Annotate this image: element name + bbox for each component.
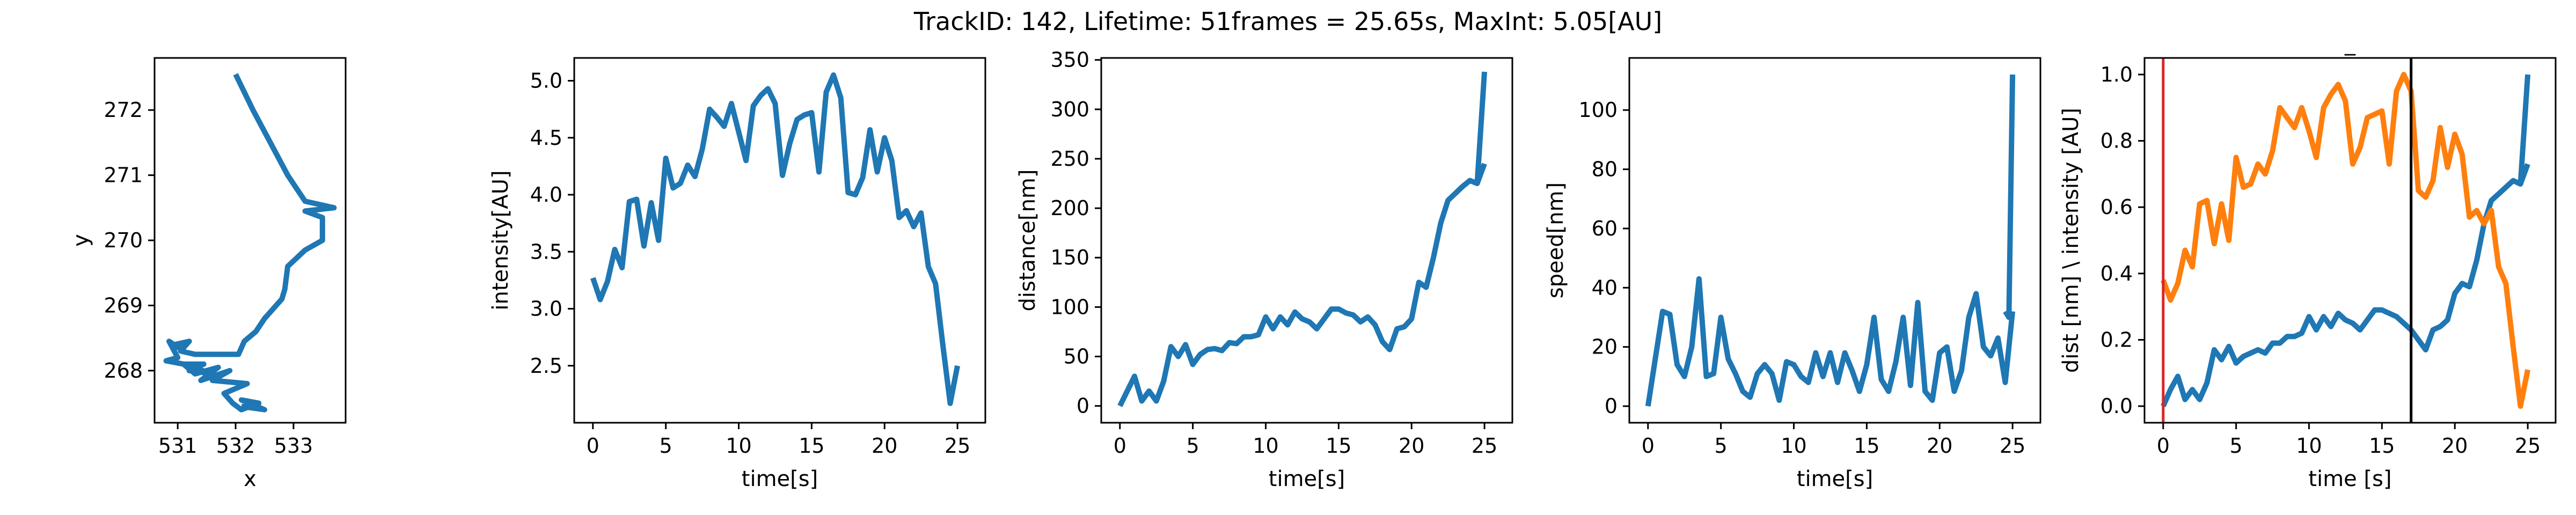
distance-ytick-label: 0 xyxy=(1077,394,1089,418)
normalized-series-line-2 xyxy=(2161,71,2531,409)
normalized-xtick-label: 15 xyxy=(2369,434,2395,458)
trajectory-xtick-label: 532 xyxy=(216,434,255,458)
trajectory-xtick-label: 533 xyxy=(274,434,313,458)
intensity-xtick-label: 10 xyxy=(726,434,751,458)
distance-xtick-label: 10 xyxy=(1253,434,1278,458)
normalized-xtick-label: 10 xyxy=(2296,434,2322,458)
distance-axes-frame xyxy=(1100,57,1513,424)
intensity-xtick-label: 5 xyxy=(660,434,672,458)
chart-speed: 0 5 10 15 20 25 0 20 40 60 80 100 time[s] speed[nm] xyxy=(1543,57,2041,491)
normalized-ytick-label: 0.0 xyxy=(2101,394,2133,418)
trajectory-ytick-label: 271 xyxy=(104,164,143,187)
intensity-xtick-label: 25 xyxy=(945,434,970,458)
speed-ylabel: speed[nm] xyxy=(1543,182,1568,298)
chart-trajectory: 531 532 533 268 269 270 271 272 x y xyxy=(69,57,347,491)
speed-ytick-label: 60 xyxy=(1592,217,1618,240)
distance-ytick-label: 100 xyxy=(1050,295,1089,319)
speed-xtick-label: 10 xyxy=(1781,434,1806,458)
trajectory-xlabel: x xyxy=(244,467,257,491)
distance-series-line-1 xyxy=(1474,71,1488,184)
speed-axes-frame xyxy=(1628,57,2041,424)
charts-container: 531 532 533 268 269 270 271 272 x y 0 5 10 15 20 25 2.5 3… xyxy=(69,31,2557,491)
normalized-xtick-label: 5 xyxy=(2230,434,2243,458)
intensity-axes-frame xyxy=(573,57,986,424)
speed-ytick-label: 80 xyxy=(1592,158,1618,181)
distance-ytick-label: 250 xyxy=(1050,147,1089,171)
intensity-ytick-label: 4.0 xyxy=(530,183,562,207)
intensity-ytick-label: 3.0 xyxy=(530,297,562,321)
intensity-ylabel: intensity[AU] xyxy=(488,170,513,310)
intensity-ytick-label: 3.5 xyxy=(530,240,562,263)
speed-xtick-label: 0 xyxy=(1642,434,1655,458)
speed-xtick-label: 20 xyxy=(1927,434,1952,458)
trajectory-ytick-label: 270 xyxy=(104,229,143,252)
normalized-ytick-label: 0.6 xyxy=(2101,195,2133,219)
intensity-xtick-label: 15 xyxy=(799,434,824,458)
normalized-xtick-label: 0 xyxy=(2157,434,2170,458)
distance-xtick-label: 5 xyxy=(1187,434,1199,458)
distance-xtick-label: 0 xyxy=(1114,434,1126,458)
distance-ylabel: distance[nm] xyxy=(1015,169,1040,311)
distance-ytick-label: 150 xyxy=(1050,246,1089,269)
normalized-title: _ xyxy=(2344,31,2356,56)
intensity-series-line-0 xyxy=(590,72,961,406)
speed-xtick-label: 25 xyxy=(2000,434,2025,458)
intensity-ytick-label: 4.5 xyxy=(530,126,562,150)
distance-ytick-label: 50 xyxy=(1064,345,1089,369)
distance-xlabel: time[s] xyxy=(1269,467,1345,491)
normalized-xtick-label: 20 xyxy=(2442,434,2468,458)
chart-intensity: 0 5 10 15 20 25 2.5 3.0 3.5 4.0 4.5 5.0 time[s] inten… xyxy=(488,57,986,491)
normalized-ytick-label: 0.4 xyxy=(2101,262,2133,285)
normalized-ytick-label: 0.2 xyxy=(2101,328,2133,351)
distance-xtick-label: 25 xyxy=(1472,434,1497,458)
normalized-series-line-0 xyxy=(2161,163,2530,408)
speed-xtick-label: 5 xyxy=(1715,434,1728,458)
trajectory-series-line-0 xyxy=(163,73,337,413)
trajectory-ytick-label: 272 xyxy=(104,98,143,122)
trajectory-ylabel: y xyxy=(69,234,93,247)
normalized-axes-frame xyxy=(2143,57,2557,424)
trajectory-ytick-label: 268 xyxy=(104,359,143,382)
figure-title: TrackID: 142, Lifetime: 51frames = 25.65… xyxy=(913,7,1663,36)
speed-series-line-1 xyxy=(2003,74,2016,320)
speed-ytick-label: 40 xyxy=(1592,276,1618,299)
chart-distance: 0 5 10 15 20 25050100150200250300350time[s]di… xyxy=(1015,48,1513,491)
speed-xtick-label: 15 xyxy=(1854,434,1879,458)
intensity-xlabel: time[s] xyxy=(742,467,818,491)
intensity-xtick-label: 0 xyxy=(587,434,599,458)
distance-ytick-label: 300 xyxy=(1050,98,1089,121)
speed-xlabel: time[s] xyxy=(1797,467,1873,491)
speed-ytick-label: 20 xyxy=(1592,335,1618,359)
trajectory-ytick-label: 269 xyxy=(104,293,143,317)
normalized-ylabel: dist [nm] \ intensity [AU] xyxy=(2059,108,2083,373)
normalized-ytick-label: 0.8 xyxy=(2101,129,2133,153)
speed-ytick-label: 0 xyxy=(1605,394,1618,418)
chart-normalized: 0 5 10 15 20 25 0.0 0.2 0.4 0.6 0.8 1.0 time [s] dist… xyxy=(2059,31,2557,491)
intensity-ytick-label: 5.0 xyxy=(530,69,562,93)
distance-ytick-label: 350 xyxy=(1050,48,1089,72)
distance-ytick-label: 200 xyxy=(1050,196,1089,220)
speed-ytick-label: 100 xyxy=(1578,98,1618,122)
speed-series-line-0 xyxy=(1645,276,2016,407)
normalized-xlabel: time [s] xyxy=(2308,467,2391,491)
normalized-ytick-label: 1.0 xyxy=(2101,63,2133,86)
distance-xtick-label: 15 xyxy=(1326,434,1351,458)
intensity-xtick-label: 20 xyxy=(872,434,897,458)
normalized-series-line-1 xyxy=(2518,74,2531,185)
normalized-xtick-label: 25 xyxy=(2515,434,2541,458)
intensity-ytick-label: 2.5 xyxy=(530,354,562,378)
distance-series-line-0 xyxy=(1117,163,1487,407)
distance-xtick-label: 20 xyxy=(1399,434,1424,458)
trajectory-xtick-label: 531 xyxy=(158,434,197,458)
